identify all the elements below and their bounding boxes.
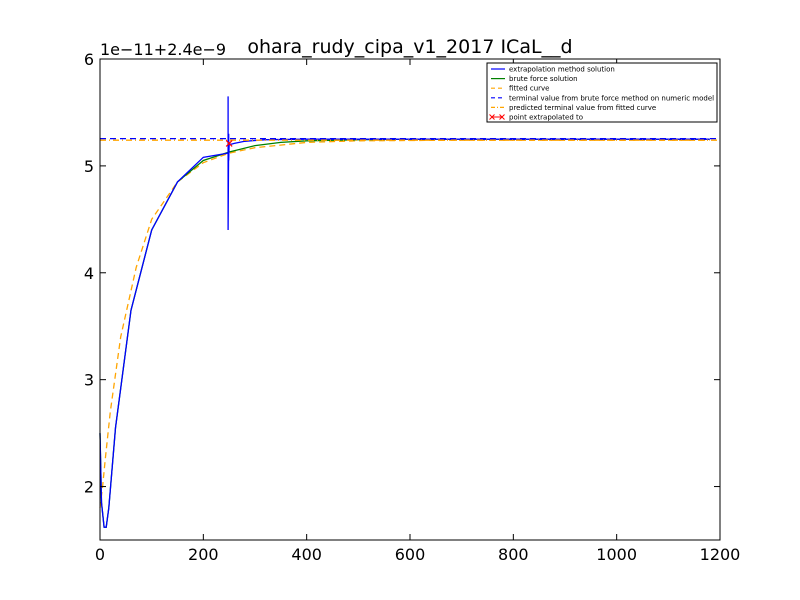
legend-entry: predicted terminal value from fitted cur… <box>491 104 656 112</box>
x-axis: 0 200 400 600 800 1000 1200 <box>95 59 740 564</box>
series-point-extrapolated <box>225 140 233 147</box>
series-line-0 <box>99 96 710 528</box>
x-tick-label: 0 <box>95 545 105 564</box>
series-line-1 <box>99 138 710 528</box>
x-tick-label: 800 <box>498 545 529 564</box>
legend-entry: extrapolation method solution <box>491 66 615 74</box>
y-tick-label: 4 <box>84 264 94 283</box>
x-tick-label: 1200 <box>700 545 741 564</box>
y-axis: 2 3 4 5 6 <box>84 50 720 497</box>
y-tick-label: 6 <box>84 50 94 69</box>
legend-box <box>486 62 718 123</box>
legend-label: fitted curve <box>509 85 550 93</box>
x-tick-label: 200 <box>188 545 219 564</box>
y-tick-label: 2 <box>84 478 94 497</box>
legend-entry: point extrapolated to <box>489 114 583 122</box>
legend-label: point extrapolated to <box>509 114 583 122</box>
legend-label: predicted terminal value from fitted cur… <box>509 104 656 112</box>
x-tick-label: 400 <box>291 545 322 564</box>
plot-frame <box>99 58 721 541</box>
chart-title: ohara_rudy_cipa_v1_2017 ICaL__d <box>247 36 572 58</box>
x-tick-label: 600 <box>395 545 426 564</box>
series-line-2 <box>99 139 710 508</box>
axis-offset-label: 1e−11+2.4e−9 <box>100 40 226 59</box>
y-tick-label: 3 <box>84 371 94 390</box>
x-tick-label: 1000 <box>596 545 637 564</box>
legend-entry: fitted curve <box>491 85 550 93</box>
legend-entry: brute force solution <box>491 75 578 83</box>
y-tick-label: 5 <box>84 157 94 176</box>
plot-area <box>99 96 720 528</box>
legend-entry: terminal value from brute force method o… <box>491 94 714 102</box>
legend-label: extrapolation method solution <box>509 66 615 74</box>
legend-label: terminal value from brute force method o… <box>509 94 714 102</box>
legend-label: brute force solution <box>509 75 578 83</box>
